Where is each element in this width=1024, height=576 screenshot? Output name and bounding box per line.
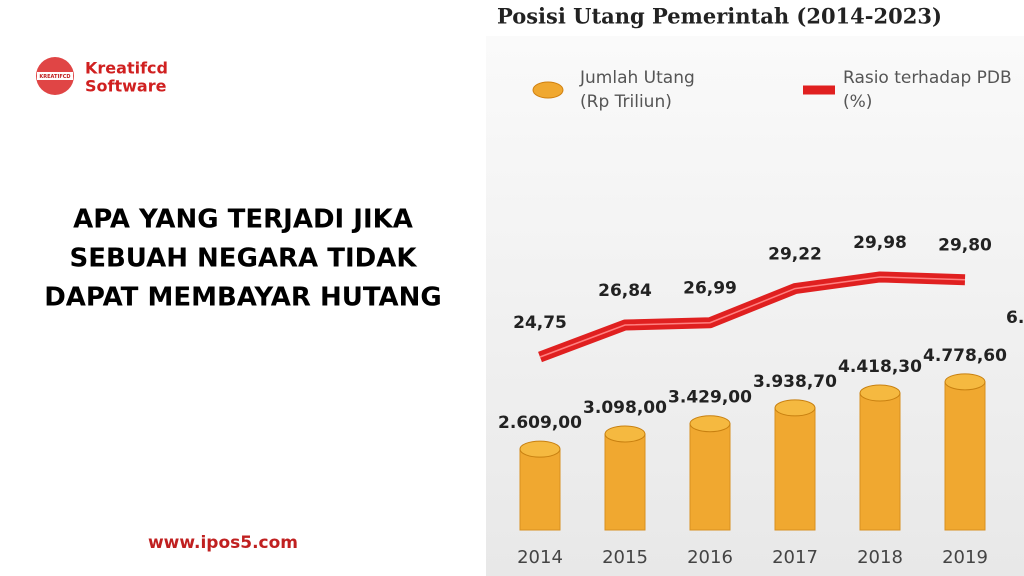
data-label: 24,75 bbox=[513, 313, 567, 333]
coin-stack bbox=[944, 381, 986, 531]
coin-top bbox=[689, 415, 731, 433]
data-label: 4.418,30 bbox=[838, 357, 922, 377]
data-label: 29,22 bbox=[768, 245, 822, 265]
legend-label: Jumlah Utang bbox=[579, 68, 695, 88]
headline: SEBUAH NEGARA TIDAK bbox=[70, 244, 418, 274]
data-label: 26,99 bbox=[683, 279, 737, 299]
brand-name: Software bbox=[85, 77, 167, 96]
data-label: 26,84 bbox=[598, 281, 652, 301]
coin-stack bbox=[604, 433, 646, 531]
x-tick-label: 2019 bbox=[942, 547, 988, 568]
headline: APA YANG TERJADI JIKA bbox=[73, 205, 413, 235]
legend-unit: (Rp Triliun) bbox=[580, 92, 672, 112]
coin-stack bbox=[519, 448, 561, 531]
logo-band bbox=[37, 72, 73, 80]
data-label: 29,80 bbox=[938, 236, 992, 256]
website: www.ipos5.com bbox=[148, 533, 298, 553]
x-tick-label: 2016 bbox=[687, 547, 733, 568]
ratio-line-highlight bbox=[539, 276, 966, 358]
data-label: 3.098,00 bbox=[583, 398, 667, 418]
chart-title: Posisi Utang Pemerintah (2014-2023) bbox=[497, 4, 942, 29]
logo-text: KREATIFCD bbox=[39, 74, 70, 80]
coin-stack bbox=[689, 423, 731, 531]
legend-label: Rasio terhadap PDB bbox=[843, 68, 1012, 88]
coin-top bbox=[604, 425, 646, 443]
x-tick-label: 2014 bbox=[517, 547, 563, 568]
coin-stack bbox=[859, 392, 901, 531]
coin-top bbox=[519, 440, 561, 458]
coin-top bbox=[859, 384, 901, 402]
x-tick-label: 2017 bbox=[772, 547, 818, 568]
data-label: 4.778,60 bbox=[923, 346, 1007, 366]
legend-swatch bbox=[532, 81, 564, 99]
legend-unit: (%) bbox=[843, 92, 872, 112]
x-tick-label: 2015 bbox=[602, 547, 648, 568]
coin-stack bbox=[774, 407, 816, 531]
headline: DAPAT MEMBAYAR HUTANG bbox=[44, 283, 442, 313]
brand-name: Kreatifcd bbox=[85, 59, 168, 78]
x-tick-label: 2018 bbox=[857, 547, 903, 568]
data-label: 3.938,70 bbox=[753, 372, 837, 392]
data-label: 29,98 bbox=[853, 233, 907, 253]
data-label: 3.429,00 bbox=[668, 388, 752, 408]
annotation: 6. bbox=[1006, 308, 1024, 328]
coin-top bbox=[774, 399, 816, 417]
coin-top bbox=[944, 373, 986, 391]
data-label: 2.609,00 bbox=[498, 413, 582, 433]
